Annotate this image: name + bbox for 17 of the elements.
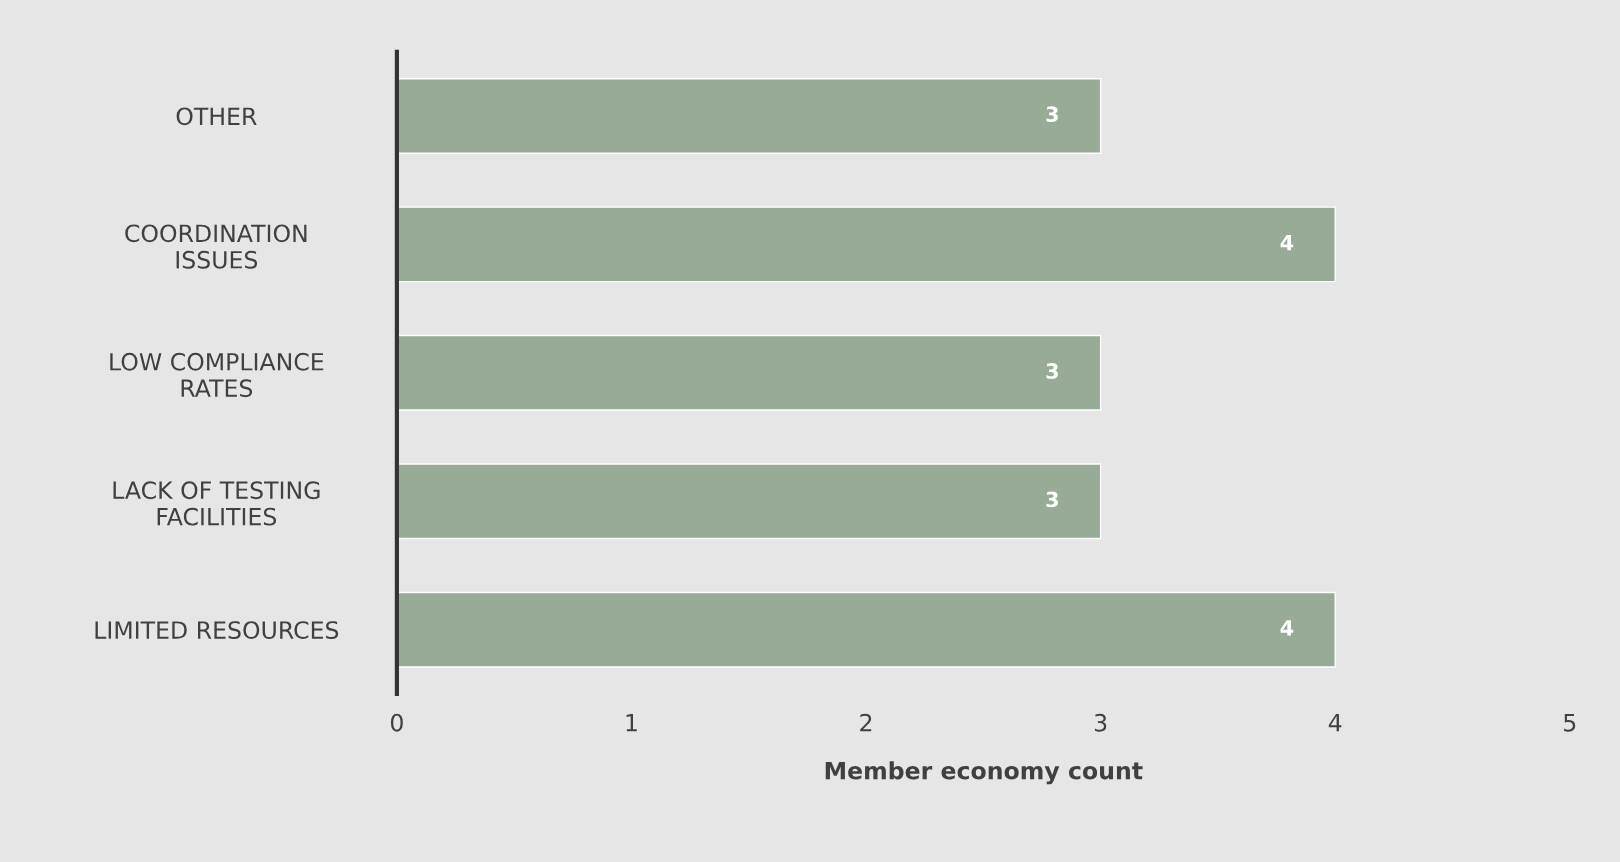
x-tick-label: 0 <box>390 713 403 732</box>
y-tick-label: LIMITED RESOURCES <box>95 621 339 639</box>
x-tick-label: 5 <box>1564 714 1576 732</box>
data-label: 4 <box>1280 234 1294 251</box>
x-tick-label: 4 <box>1328 714 1342 732</box>
data-label: 3 <box>1046 491 1058 508</box>
y-tick-label: COORDINATION ISSUES <box>125 224 307 269</box>
x-tick-label: 3 <box>1094 713 1107 732</box>
data-label: 4 <box>1280 620 1294 636</box>
y-tick-label: LOW COMPLIANCE RATES <box>110 352 324 398</box>
x-tick-label: 2 <box>860 713 872 732</box>
y-tick-label: OTHER <box>176 107 257 126</box>
x-axis-title: Member economy count <box>825 761 1143 785</box>
x-tick-label: 1 <box>626 714 637 732</box>
data-label: 3 <box>1046 106 1058 122</box>
y-tick-label: LACK OF TESTING FACILITIES <box>113 481 320 526</box>
data-label: 3 <box>1046 363 1058 379</box>
